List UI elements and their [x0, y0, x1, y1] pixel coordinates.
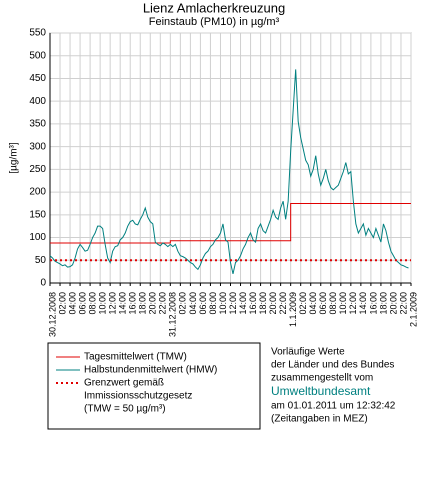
series-line: [49, 69, 409, 275]
x-tick-label: 16:00: [248, 292, 258, 315]
note-line: der Länder und des Bundes: [271, 360, 394, 371]
x-tick-label: 1.1.2009: [288, 292, 298, 327]
series-line: [50, 202, 411, 244]
note-line: am 01.01.2011 um 12:32:42: [271, 401, 396, 412]
y-tick-label: 150: [29, 209, 46, 220]
x-tick-label: 16:00: [368, 292, 378, 315]
x-tick-label: 2.1.2009: [408, 292, 418, 327]
y-tick-label: 400: [29, 96, 46, 107]
x-tick-label: 18:00: [378, 292, 388, 315]
x-tick-label: 20:00: [268, 292, 278, 315]
x-tick-label: 04:00: [188, 292, 198, 315]
x-tick-label: 14:00: [118, 292, 128, 315]
legend-label: Grenzwert gemäß: [84, 378, 164, 389]
x-tick-label: 04:00: [308, 292, 318, 315]
note-line: zusammengestellt vom: [271, 373, 373, 384]
y-tick-label: 450: [29, 73, 46, 84]
y-tick-label: 50: [35, 255, 47, 266]
chart-title: Lienz Amlacherkreuzung: [143, 0, 285, 15]
x-tick-label: 10:00: [218, 292, 228, 315]
x-tick-label: 22:00: [278, 292, 288, 315]
x-tick-label: 12:00: [348, 292, 358, 315]
note-line: (Zeitangaben in MEZ): [271, 414, 368, 425]
y-tick-label: 300: [29, 141, 46, 152]
y-tick-label: 0: [40, 278, 46, 289]
x-tick-label: 12:00: [228, 292, 238, 315]
chart-subtitle: Feinstaub (PM10) in µg/m³: [149, 16, 280, 28]
y-tick-label: 100: [29, 232, 46, 243]
note-line: Umweltbundesamt: [271, 384, 371, 398]
legend-label: Halbstundenmittelwert (HMW): [84, 365, 217, 376]
x-tick-label: 08:00: [208, 292, 218, 315]
x-tick-label: 04:00: [67, 292, 77, 315]
x-tick-label: 18:00: [138, 292, 148, 315]
x-tick-label: 14:00: [358, 292, 368, 315]
legend-label: Tagesmittelwert (TMW): [84, 352, 187, 363]
x-tick-label: 14:00: [238, 292, 248, 315]
legend-box: [47, 342, 261, 430]
x-tick-label: 02:00: [298, 292, 308, 315]
y-axis-label: [µg/m³]: [9, 142, 20, 174]
y-tick-label: 550: [29, 28, 46, 39]
x-tick-label: 16:00: [128, 292, 138, 315]
x-tick-label: 10:00: [98, 292, 108, 315]
x-tick-label: 30.12.2008: [47, 292, 57, 337]
x-tick-label: 20:00: [388, 292, 398, 315]
y-tick-label: 200: [29, 187, 46, 198]
x-tick-label: 02:00: [57, 292, 67, 315]
y-tick-label: 500: [29, 50, 46, 61]
x-tick-label: 02:00: [178, 292, 188, 315]
x-tick-label: 22:00: [158, 292, 168, 315]
x-tick-label: 10:00: [338, 292, 348, 315]
y-tick-label: 250: [29, 164, 46, 175]
x-tick-label: 20:00: [148, 292, 158, 315]
x-tick-label: 06:00: [198, 292, 208, 315]
x-tick-label: 22:00: [398, 292, 408, 315]
legend-label: Immissionsschutzgesetz: [84, 391, 192, 402]
x-tick-label: 18:00: [258, 292, 268, 315]
x-tick-label: 06:00: [318, 292, 328, 315]
x-tick-label: 12:00: [108, 292, 118, 315]
x-tick-label: 08:00: [328, 292, 338, 315]
x-tick-label: 08:00: [87, 292, 97, 315]
legend-label: (TMW = 50 µg/m³): [84, 404, 166, 415]
x-tick-label: 31.12.2008: [168, 292, 178, 337]
x-tick-label: 06:00: [77, 292, 87, 315]
note-line: Vorläufige Werte: [271, 347, 345, 358]
y-tick-label: 350: [29, 119, 46, 130]
